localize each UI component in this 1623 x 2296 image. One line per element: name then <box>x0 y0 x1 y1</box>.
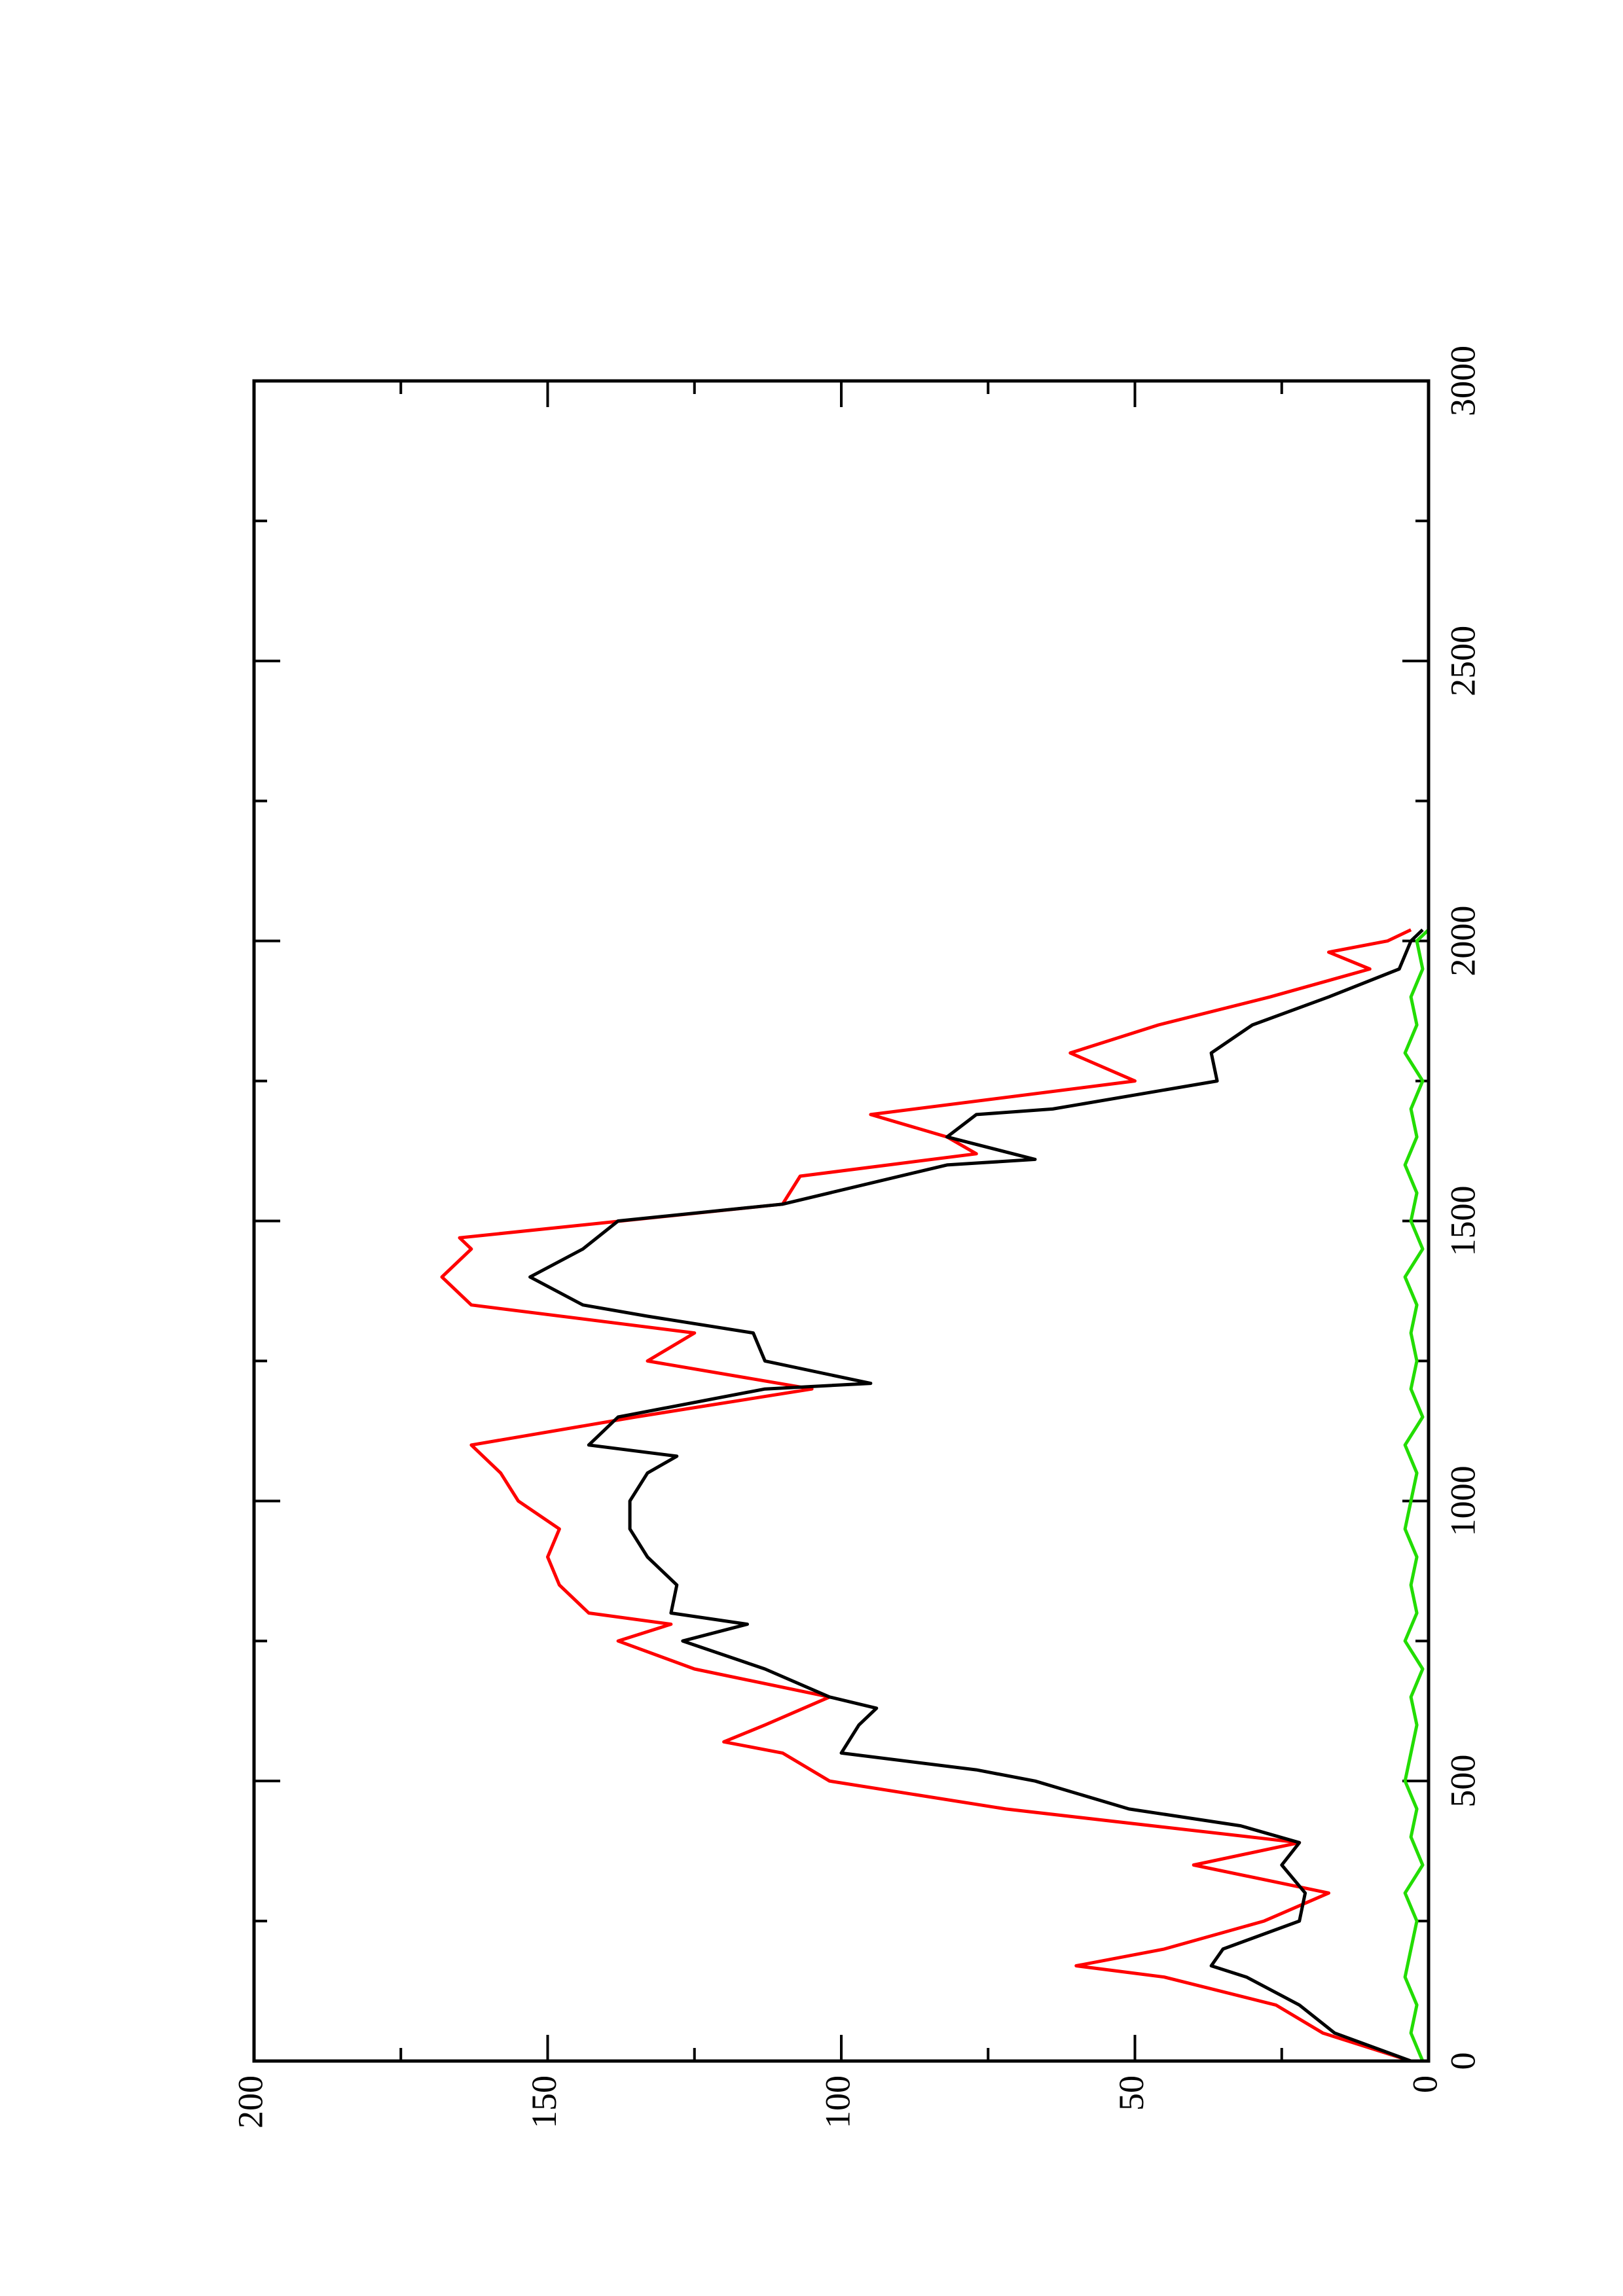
x-tick-label: 3000 <box>1443 346 1482 416</box>
data-line <box>528 928 1424 2063</box>
y-tick-label: 0 <box>1405 2075 1444 2093</box>
rotated-plot: 0 500 1000 1500 2000 2500 3000 0 50 100 150 200 <box>230 346 1482 2128</box>
x-tick-label: 500 <box>1443 1755 1482 1808</box>
x-tick-label: 2500 <box>1443 626 1482 696</box>
data-line <box>440 928 1412 2063</box>
x-tick-label: 1500 <box>1443 1186 1482 1257</box>
x-tick-label: 1000 <box>1443 1465 1482 1536</box>
plot-frame <box>252 379 1431 2063</box>
x-tick-label: 0 <box>1443 2053 1482 2070</box>
x-tick-label: 2000 <box>1443 906 1482 977</box>
y-tick-label: 100 <box>818 2075 857 2128</box>
data-line <box>1403 928 1430 2062</box>
y-tick-label: 150 <box>524 2075 564 2128</box>
y-tick-label: 50 <box>1112 2075 1151 2111</box>
y-tick-label: 200 <box>230 2075 270 2128</box>
